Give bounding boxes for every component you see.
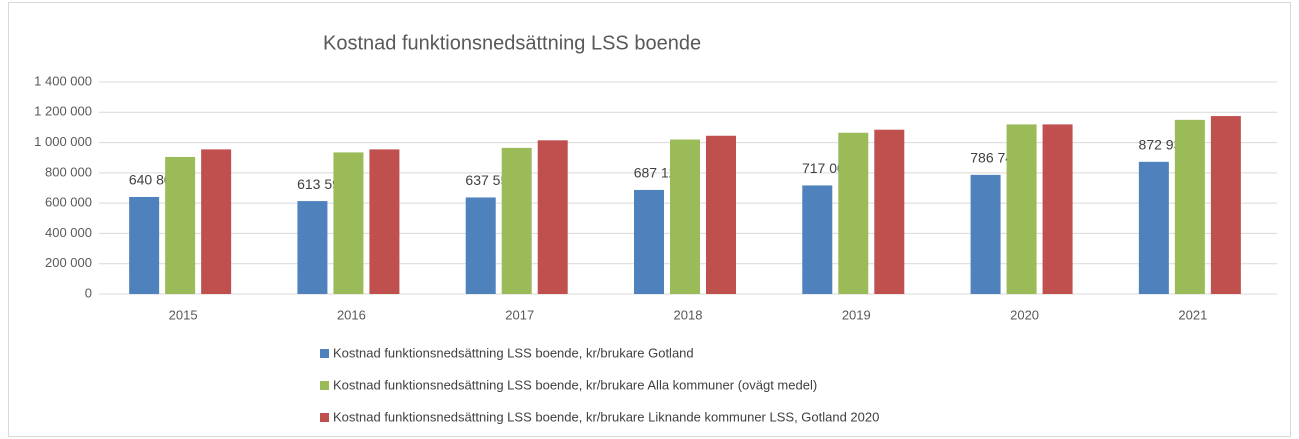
legend-swatch [320,349,329,358]
bar [201,149,232,294]
x-tick-label: 2015 [169,307,198,322]
bar [369,149,400,294]
bar [501,147,532,294]
chart-title: Kostnad funktionsnedsättning LSS boende [323,32,701,54]
bar [970,174,1001,294]
bar [537,140,568,294]
bar [465,197,496,294]
legend-label: Kostnad funktionsnedsättning LSS boende,… [333,345,694,360]
legend-label: Kostnad funktionsnedsättning LSS boende,… [333,377,817,392]
y-tick-label: 800 000 [45,164,92,179]
bar [165,156,196,294]
y-tick-label: 600 000 [45,195,92,210]
x-tick-label: 2021 [1178,307,1207,322]
y-tick-label: 400 000 [45,225,92,240]
bar [874,129,905,294]
bar [838,132,869,294]
bar [333,152,364,294]
x-tick-label: 2018 [674,307,703,322]
bar [1006,124,1037,295]
x-tick-label: 2020 [1010,307,1039,322]
bar [1210,116,1241,294]
x-tick-label: 2017 [505,307,534,322]
legend-swatch [320,413,329,422]
y-tick-label: 200 000 [45,255,92,270]
y-tick-label: 1 000 000 [34,134,92,149]
y-tick-label: 1 400 000 [34,73,92,88]
bar [297,201,328,294]
bar [1042,124,1073,295]
bar [706,135,736,294]
legend-label: Kostnad funktionsnedsättning LSS boende,… [333,409,879,424]
bar [802,185,833,294]
legend-swatch [320,381,329,390]
y-tick-label: 1 200 000 [34,104,92,119]
x-tick-label: 2019 [842,307,871,322]
x-tick-label: 2016 [337,307,366,322]
bar [634,189,664,294]
bar [670,139,700,294]
y-tick-label: 0 [85,285,92,300]
bar [1174,119,1205,294]
bar [1138,161,1169,294]
bar [129,196,160,294]
